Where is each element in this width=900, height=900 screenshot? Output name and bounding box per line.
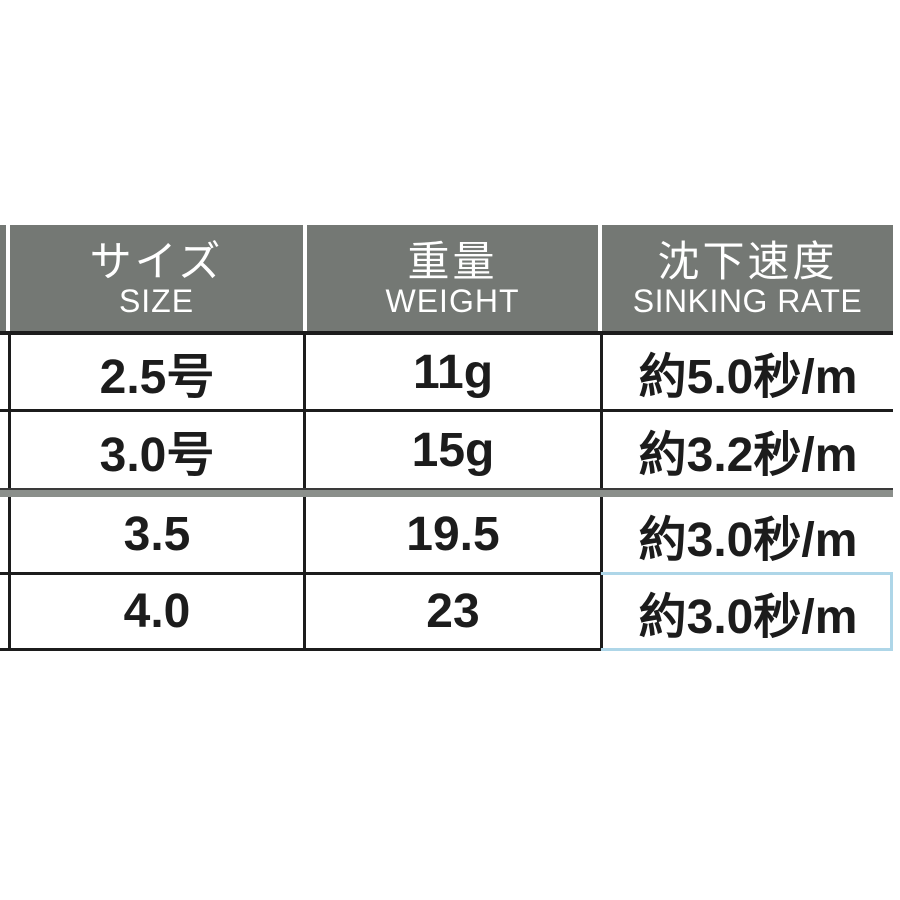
spec-table: サイズ SIZE 重量 WEIGHT 沈下速度 SINKING RATE 2.5… — [0, 225, 893, 655]
cell-weight-row1: 11g — [412, 345, 494, 399]
cell-weight-row3: 19.5 — [406, 508, 500, 561]
header-sinking-en: SINKING RATE — [632, 282, 863, 319]
highlight-outline — [601, 572, 893, 651]
header-size-en: SIZE — [118, 282, 195, 319]
header-size-ja: サイズ — [89, 237, 224, 285]
header-weight-en: WEIGHT — [385, 282, 520, 319]
cell-size-row4: 4.0 — [123, 585, 191, 638]
header-cell-size: サイズ SIZE — [10, 225, 303, 331]
table-bottom-border — [0, 648, 601, 651]
cell-sinking-row4: 約3.0秒/m — [638, 590, 858, 644]
header-cell-sinking-rate: 沈下速度 SINKING RATE — [602, 225, 893, 331]
cell-sinking-row3: 約3.0秒/m — [638, 513, 858, 567]
header-cell-cropped — [0, 225, 6, 331]
cell-size-row2: 3.0号 — [99, 429, 215, 482]
header-sinking-ja: 沈下速度 — [657, 237, 838, 285]
row-divider-3 — [0, 572, 601, 575]
header-weight-ja: 重量 — [407, 237, 498, 285]
cell-sinking-row2: 約3.2秒/m — [638, 429, 858, 482]
block-separator — [0, 488, 893, 497]
header-cell-weight: 重量 WEIGHT — [307, 225, 598, 331]
cell-size-row3: 3.5 — [123, 508, 191, 561]
row-divider-1 — [0, 409, 893, 412]
cell-weight-row4: 23 — [426, 585, 480, 638]
header-bottom-border — [0, 331, 893, 335]
cell-sinking-row1: 約5.0秒/m — [638, 351, 858, 404]
cell-weight-row2: 15g — [411, 423, 495, 477]
cell-size-row1: 2.5号 — [99, 351, 215, 404]
